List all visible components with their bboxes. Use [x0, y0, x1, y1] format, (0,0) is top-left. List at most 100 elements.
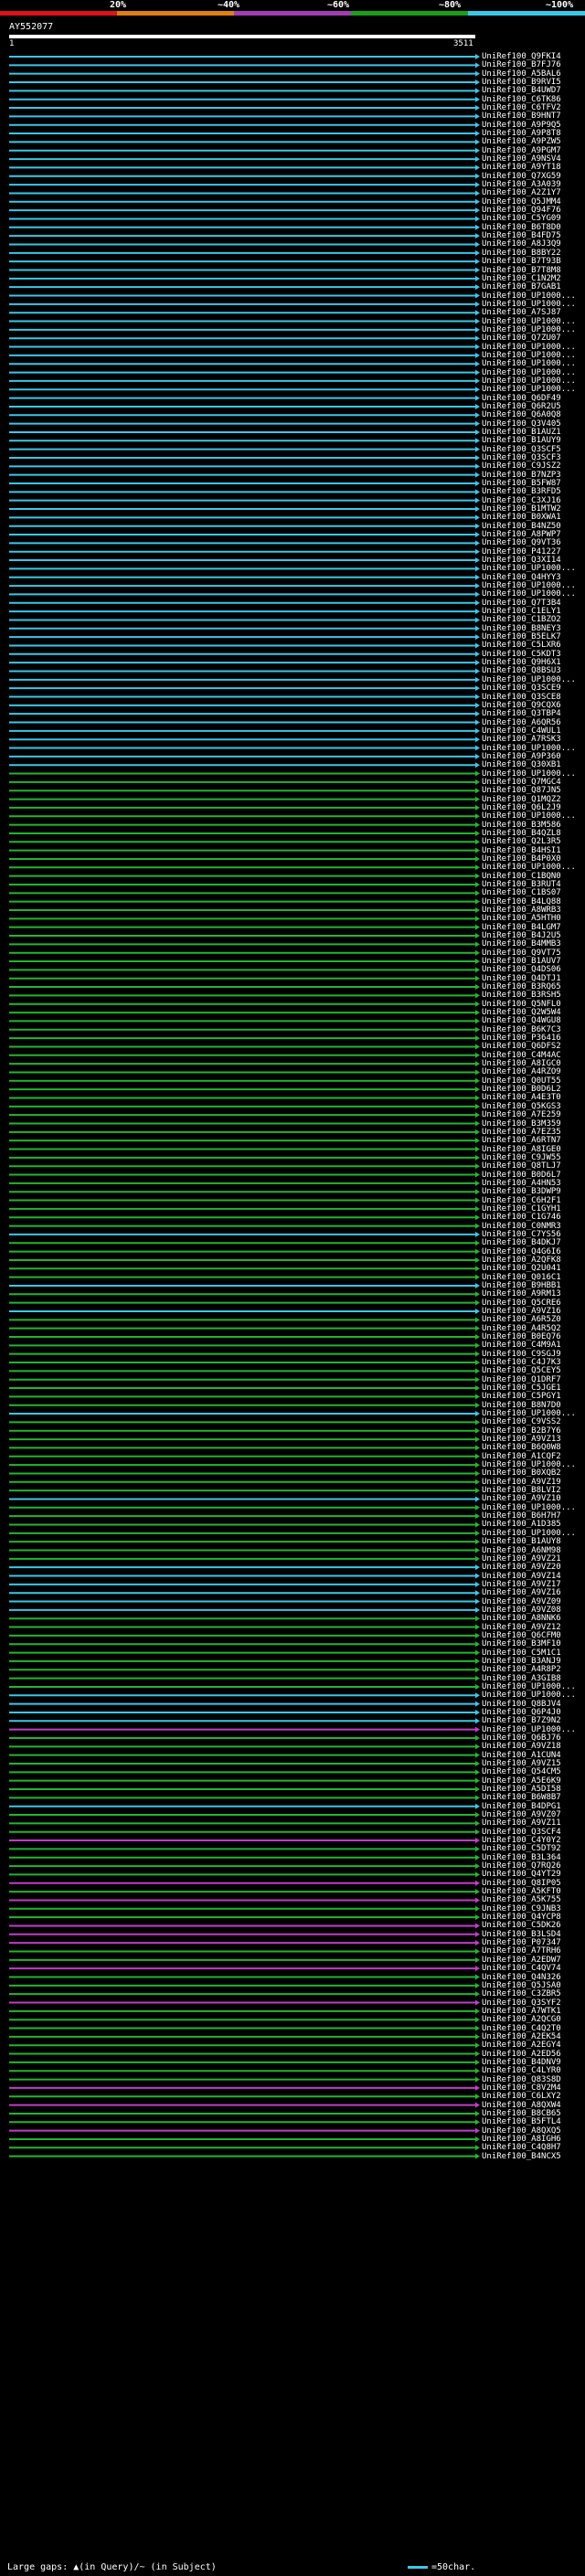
- hit-link[interactable]: UniRef100_UP1000...: [482, 581, 576, 591]
- hit-link[interactable]: UniRef100_A9VZ15: [482, 1759, 561, 1768]
- hit-link[interactable]: UniRef100_A9VZ11: [482, 1818, 561, 1829]
- hit-link[interactable]: UniRef100_Q2U041: [482, 1264, 561, 1274]
- hit-link[interactable]: UniRef100_UP1000...: [482, 291, 576, 301]
- hit-link[interactable]: UniRef100_B6K7C3: [482, 1024, 561, 1034]
- hit-link[interactable]: UniRef100_C4M9A1: [482, 1341, 561, 1351]
- hit-link[interactable]: UniRef100_UP1000...: [482, 564, 576, 574]
- hit-link[interactable]: UniRef100_Q5JSA0: [482, 1980, 561, 1990]
- hit-link[interactable]: UniRef100_C4J7K3: [482, 1358, 561, 1368]
- hit-link[interactable]: UniRef100_UP1000...: [482, 1409, 576, 1419]
- hit-link[interactable]: UniRef100_Q016C1: [482, 1272, 561, 1282]
- hit-link[interactable]: UniRef100_A6QR56: [482, 717, 561, 727]
- hit-link[interactable]: UniRef100_A5BAL6: [482, 69, 561, 79]
- hit-link[interactable]: UniRef100_C7YS56: [482, 1229, 561, 1239]
- hit-link[interactable]: UniRef100_Q4N326: [482, 1972, 561, 1982]
- hit-link[interactable]: UniRef100_Q4G6I6: [482, 1246, 561, 1256]
- hit-link[interactable]: UniRef100_C3XJ16: [482, 495, 561, 505]
- hit-link[interactable]: UniRef100_Q0UT55: [482, 1076, 561, 1086]
- hit-link[interactable]: UniRef100_Q6A0Q8: [482, 410, 561, 420]
- hit-link[interactable]: UniRef100_B3DWP9: [482, 1187, 561, 1197]
- hit-link[interactable]: UniRef100_B3M359: [482, 1118, 561, 1129]
- hit-link[interactable]: UniRef100_A8QXW4: [482, 2100, 561, 2110]
- hit-link[interactable]: UniRef100_A6RTN7: [482, 1136, 561, 1146]
- hit-link[interactable]: UniRef100_B8CB65: [482, 2108, 561, 2118]
- hit-link[interactable]: UniRef100_A5HTH0: [482, 914, 561, 924]
- hit-link[interactable]: UniRef100_C5DK26: [482, 1921, 561, 1931]
- hit-link[interactable]: UniRef100_C4LYR0: [482, 2066, 561, 2076]
- hit-link[interactable]: UniRef100_B1AUV7: [482, 957, 561, 967]
- hit-link[interactable]: UniRef100_A8PWP7: [482, 530, 561, 540]
- hit-link[interactable]: UniRef100_B4MMB3: [482, 939, 561, 949]
- hit-link[interactable]: UniRef100_Q5KGS3: [482, 1101, 561, 1111]
- hit-link[interactable]: UniRef100_Q4YT29: [482, 1870, 561, 1880]
- hit-link[interactable]: UniRef100_A9RM13: [482, 1289, 561, 1299]
- hit-link[interactable]: UniRef100_B3RFD5: [482, 487, 561, 497]
- hit-link[interactable]: UniRef100_UP1000...: [482, 1528, 576, 1538]
- hit-link[interactable]: UniRef100_A6NM98: [482, 1545, 561, 1555]
- hit-link[interactable]: UniRef100_B4LQ88: [482, 896, 561, 906]
- hit-link[interactable]: UniRef100_Q7RQ26: [482, 1861, 561, 1871]
- hit-link[interactable]: UniRef100_UP1000...: [482, 1691, 576, 1701]
- hit-link[interactable]: UniRef100_A4HN53: [482, 1178, 561, 1188]
- hit-link[interactable]: UniRef100_Q5JMM4: [482, 196, 561, 207]
- hit-link[interactable]: UniRef100_A2QFK8: [482, 1255, 561, 1265]
- hit-link[interactable]: UniRef100_C6TK86: [482, 94, 561, 104]
- hit-link[interactable]: UniRef100_B3L364: [482, 1852, 561, 1862]
- hit-link[interactable]: UniRef100_B3MF10: [482, 1639, 561, 1649]
- hit-link[interactable]: UniRef100_B4LGM7: [482, 922, 561, 932]
- hit-link[interactable]: UniRef100_A8IGE0: [482, 1144, 561, 1154]
- hit-link[interactable]: UniRef100_B3RSH5: [482, 991, 561, 1001]
- hit-link[interactable]: UniRef100_A9VZ20: [482, 1563, 561, 1573]
- hit-link[interactable]: UniRef100_Q9VT75: [482, 948, 561, 958]
- hit-link[interactable]: UniRef100_B4NCX5: [482, 2151, 561, 2161]
- hit-link[interactable]: UniRef100_A9PZW5: [482, 137, 561, 147]
- hit-link[interactable]: UniRef100_B1AUY9: [482, 436, 561, 446]
- hit-link[interactable]: UniRef100_B4FD75: [482, 231, 561, 241]
- hit-link[interactable]: UniRef100_A3GIB8: [482, 1673, 561, 1683]
- hit-link[interactable]: UniRef100_Q5NFL0: [482, 999, 561, 1009]
- hit-link[interactable]: UniRef100_P41227: [482, 546, 561, 557]
- hit-link[interactable]: UniRef100_B6Q0W8: [482, 1443, 561, 1453]
- hit-link[interactable]: UniRef100_A9NSV4: [482, 154, 561, 164]
- hit-link[interactable]: UniRef100_Q6R2U5: [482, 401, 561, 411]
- hit-link[interactable]: UniRef100_Q9H6X1: [482, 658, 561, 668]
- hit-link[interactable]: UniRef100_Q6L2J9: [482, 802, 561, 812]
- hit-link[interactable]: UniRef100_A9PGM7: [482, 145, 561, 155]
- hit-link[interactable]: UniRef100_A9P8T8: [482, 129, 561, 139]
- hit-link[interactable]: UniRef100_A6R5Z0: [482, 1315, 561, 1325]
- hit-link[interactable]: UniRef100_A9YT18: [482, 163, 561, 173]
- hit-link[interactable]: UniRef100_B5FTL4: [482, 2117, 561, 2127]
- hit-link[interactable]: UniRef100_B4QZL8: [482, 828, 561, 838]
- hit-link[interactable]: UniRef100_Q9FKI4: [482, 52, 561, 61]
- hit-link[interactable]: UniRef100_Q9CQX6: [482, 700, 561, 710]
- hit-link[interactable]: UniRef100_B7T93B: [482, 257, 561, 267]
- hit-link[interactable]: UniRef100_Q4YCP8: [482, 1913, 561, 1923]
- hit-link[interactable]: UniRef100_A9VZ13: [482, 1435, 561, 1445]
- hit-link[interactable]: UniRef100_Q3SCE8: [482, 692, 561, 702]
- hit-link[interactable]: UniRef100_A1D385: [482, 1520, 561, 1530]
- hit-link[interactable]: UniRef100_B4NZ50: [482, 521, 561, 531]
- hit-link[interactable]: UniRef100_A5KFT0: [482, 1887, 561, 1897]
- hit-link[interactable]: UniRef100_Q3TBP4: [482, 709, 561, 719]
- hit-link[interactable]: UniRef100_UP1000...: [482, 743, 576, 753]
- hit-link[interactable]: UniRef100_C9JNB3: [482, 1903, 561, 1913]
- hit-link[interactable]: UniRef100_B8N7D0: [482, 1400, 561, 1410]
- hit-link[interactable]: UniRef100_B4P0X0: [482, 853, 561, 864]
- hit-link[interactable]: UniRef100_A9VZ18: [482, 1742, 561, 1752]
- hit-link[interactable]: UniRef100_A8NNK6: [482, 1614, 561, 1624]
- hit-link[interactable]: UniRef100_C4Q2T0: [482, 2023, 561, 2033]
- hit-link[interactable]: UniRef100_A7WTK1: [482, 2006, 561, 2016]
- hit-link[interactable]: UniRef100_UP1000...: [482, 359, 576, 369]
- hit-link[interactable]: UniRef100_Q8IP05: [482, 1878, 561, 1888]
- hit-link[interactable]: UniRef100_Q1DRF7: [482, 1374, 561, 1384]
- hit-link[interactable]: UniRef100_B0XWA1: [482, 513, 561, 523]
- hit-link[interactable]: UniRef100_C3ZBR5: [482, 1989, 561, 1999]
- hit-link[interactable]: UniRef100_Q2L3R5: [482, 837, 561, 847]
- hit-link[interactable]: UniRef100_Q3XI14: [482, 556, 561, 566]
- hit-link[interactable]: UniRef100_A4E3T0: [482, 1093, 561, 1103]
- hit-link[interactable]: UniRef100_B6T8D0: [482, 222, 561, 232]
- hit-link[interactable]: UniRef100_C4WUL1: [482, 726, 561, 736]
- hit-link[interactable]: UniRef100_B7FJ76: [482, 60, 561, 70]
- hit-link[interactable]: UniRef100_UP1000...: [482, 1460, 576, 1470]
- hit-link[interactable]: UniRef100_Q4DS06: [482, 965, 561, 975]
